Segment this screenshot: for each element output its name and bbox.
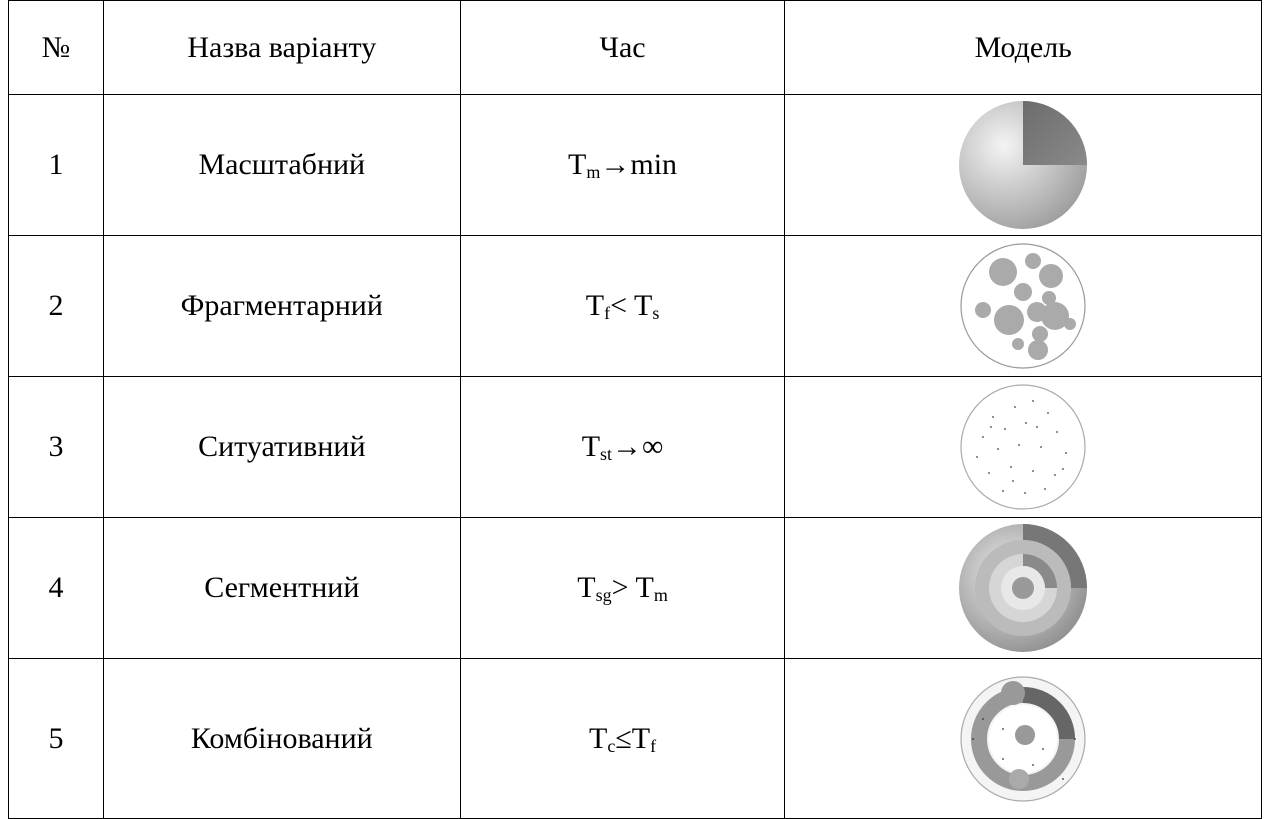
table-row: 3 Ситуативний Tst→∞ <box>8 376 1262 518</box>
name-cell: Комбінований <box>102 658 461 819</box>
time-text: T <box>585 289 605 322</box>
number-cell: 2 <box>8 235 104 377</box>
time-subscript: m <box>586 162 601 182</box>
variants-table: № Назва варіанту Час Модель 1 Масштабний T… <box>8 0 1262 819</box>
name-cell: Фрагментарний <box>102 235 461 377</box>
table-row: 2 Фрагментарний Tf< Ts <box>8 235 1262 377</box>
time-subscript: c <box>607 735 616 756</box>
model-cell <box>784 94 1262 236</box>
time-subscript: st <box>600 444 613 464</box>
time-subscript: sg <box>595 585 612 605</box>
header-cell: Час <box>459 0 786 95</box>
time-subscript: s <box>652 303 660 323</box>
time-cell: Tm→min <box>459 94 786 236</box>
name-cell: Сегментний <box>102 517 461 659</box>
time-text: T <box>581 430 601 463</box>
table-row: 1 Масштабний Tm→min <box>8 94 1262 236</box>
model-icon <box>959 101 1088 229</box>
model-cell <box>784 517 1262 659</box>
time-cell: Tsg> Tm <box>459 517 786 659</box>
name-cell: Ситуативний <box>102 376 461 518</box>
time-cell: Tc≤Tf <box>459 658 786 819</box>
table-row: 5 Комбінований Tc≤Tf <box>8 658 1262 819</box>
number-cell: 3 <box>8 376 104 518</box>
time-text: →min <box>600 148 678 181</box>
model-cell <box>784 658 1262 819</box>
header-cell: Назва варіанту <box>102 0 461 95</box>
time-text: →∞ <box>612 430 664 463</box>
time-text: < T <box>610 289 653 322</box>
time-subscript: f <box>650 735 657 756</box>
time-text: > T <box>611 571 654 604</box>
time-cell: Tf< Ts <box>459 235 786 377</box>
header-row: № Назва варіанту Час Модель <box>8 0 1262 95</box>
model-icon <box>959 524 1088 652</box>
model-icon <box>960 675 1086 802</box>
time-text: T <box>568 148 587 181</box>
time-subscript: f <box>604 303 611 323</box>
model-icon <box>960 384 1086 510</box>
table-row: 4 Сегментний Tsg> Tm <box>8 517 1262 659</box>
model-cell <box>784 376 1262 518</box>
table-body: 1 Масштабний Tm→min 2 Фрагментарний Tf< Ts 3… <box>8 94 1262 819</box>
name-cell: Масштабний <box>102 94 461 236</box>
time-text: T <box>577 571 596 604</box>
header-cell: № <box>8 0 104 95</box>
header-cell: Модель <box>784 0 1262 95</box>
time-text: ≤T <box>615 721 651 755</box>
number-cell: 1 <box>8 94 104 236</box>
number-cell: 4 <box>8 517 104 659</box>
model-icon <box>960 243 1086 369</box>
time-subscript: m <box>653 585 668 605</box>
number-cell: 5 <box>8 658 104 819</box>
time-cell: Tst→∞ <box>459 376 786 518</box>
time-text: T <box>589 721 608 755</box>
model-cell <box>784 235 1262 377</box>
